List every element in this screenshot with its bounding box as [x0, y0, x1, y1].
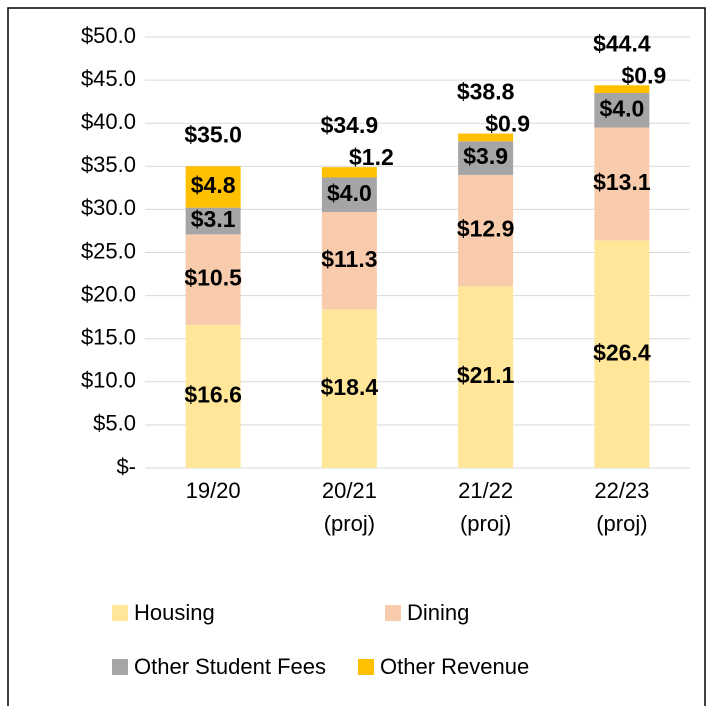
- total-label: $44.4: [593, 30, 651, 56]
- data-label: $3.9: [463, 143, 508, 169]
- data-label: $4.8: [191, 172, 236, 198]
- data-label: $21.1: [457, 362, 515, 388]
- y-tick-label: $35.0: [81, 152, 136, 177]
- bar-segment: [458, 133, 514, 142]
- total-label: $35.0: [184, 121, 242, 147]
- bar-segment: [185, 207, 241, 235]
- data-label: $13.1: [593, 169, 651, 195]
- data-label: $4.0: [599, 95, 644, 121]
- data-label: $3.1: [191, 206, 236, 232]
- data-label: $0.9: [485, 111, 530, 137]
- legend-label: Other Revenue: [380, 654, 529, 679]
- bar-segment: [594, 240, 650, 468]
- y-tick-label: $15.0: [81, 325, 136, 350]
- y-tick-label: $20.0: [81, 281, 136, 306]
- data-label: $16.6: [184, 382, 242, 408]
- y-tick-label: $25.0: [81, 238, 136, 263]
- x-tick-label: 19/20: [185, 478, 241, 503]
- y-tick-label: $-: [116, 454, 136, 479]
- bar-segment: [594, 85, 650, 94]
- legend-label: Other Student Fees: [134, 654, 326, 679]
- legend-swatch: [112, 659, 128, 675]
- bar-segment: [458, 141, 514, 175]
- data-label: $26.4: [593, 339, 651, 365]
- bar-segment: [185, 324, 241, 468]
- legend-swatch: [112, 605, 128, 621]
- x-tick-label: 20/21 (proj): [321, 478, 377, 536]
- data-label: $0.9: [621, 62, 666, 88]
- y-tick-label: $5.0: [93, 411, 136, 436]
- legend-swatch: [358, 659, 374, 675]
- bar-segment: [185, 234, 241, 325]
- bar-segment: [458, 174, 514, 287]
- x-tick-label: 22/23 (proj): [594, 478, 650, 536]
- bar-segment: [321, 211, 377, 310]
- legend-label: Dining: [407, 600, 469, 625]
- data-label: $18.4: [321, 374, 379, 400]
- y-tick-label: $45.0: [81, 66, 136, 91]
- data-label: $11.3: [321, 246, 377, 272]
- y-tick-label: $30.0: [81, 195, 136, 220]
- legend-label: Housing: [134, 600, 215, 625]
- bar-segment: [594, 127, 650, 241]
- bar-segment: [594, 93, 650, 128]
- y-tick-label: $50.0: [81, 23, 136, 48]
- bar-segment: [458, 286, 514, 468]
- bar-segment: [321, 167, 377, 178]
- data-label: $4.0: [327, 180, 372, 206]
- data-label: $10.5: [184, 265, 242, 291]
- bar-segment: [185, 166, 241, 208]
- bar-segment: [321, 177, 377, 212]
- total-label: $34.9: [321, 112, 379, 138]
- legend-swatch: [385, 605, 401, 621]
- y-tick-label: $40.0: [81, 109, 136, 134]
- data-label: $12.9: [457, 216, 515, 242]
- bar-segment: [321, 309, 377, 468]
- data-label: $1.2: [349, 144, 394, 170]
- frame: [7, 7, 706, 706]
- y-tick-label: $10.0: [81, 368, 136, 393]
- total-label: $38.8: [457, 79, 515, 105]
- x-tick-label: 21/22 (proj): [458, 478, 514, 536]
